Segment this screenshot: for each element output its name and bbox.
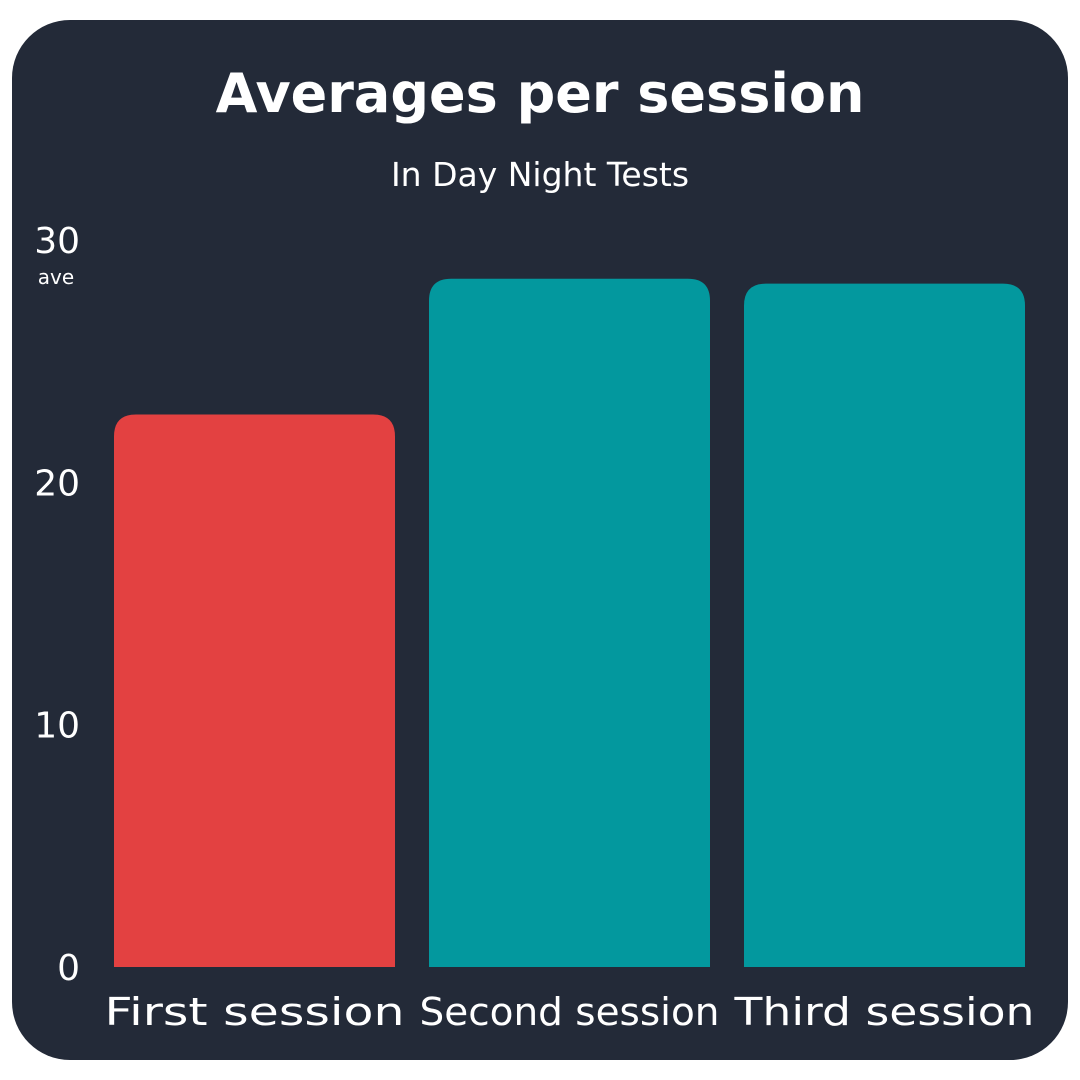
y-tick-label: 0 — [57, 948, 80, 989]
bars — [114, 278, 1025, 968]
chart-title: Averages per session — [216, 62, 865, 125]
bar-first-session — [114, 414, 395, 968]
x-axis: First session Second session Third session — [105, 990, 1035, 1034]
x-category-label: First session — [105, 990, 405, 1034]
y-tick-label: 10 — [34, 706, 80, 747]
bar-third-session — [744, 283, 1025, 967]
y-tick-label: 30 — [34, 221, 80, 262]
y-axis: 0 10 20 30 — [34, 221, 80, 989]
x-category-label: Second session — [420, 990, 720, 1034]
chart-subtitle: In Day Night Tests — [391, 155, 689, 194]
y-axis-unit-label: ave — [38, 265, 74, 289]
x-category-label: Third session — [733, 990, 1034, 1034]
y-tick-label: 20 — [34, 463, 80, 504]
bar-second-session — [429, 278, 710, 968]
